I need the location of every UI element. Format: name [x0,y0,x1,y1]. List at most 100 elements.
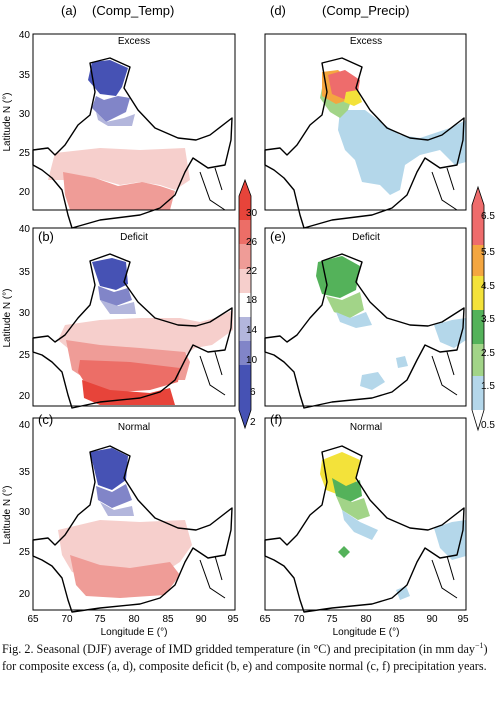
svg-text:35: 35 [19,70,31,81]
panel-a-label: (a) [61,3,77,18]
svg-text:85: 85 [393,614,405,625]
panel-a: (a) Excess 40 35 30 25 20 Latitude N (°) [2,3,236,229]
temperature-colorbar-ticks: 30 26 22 18 14 10 6 2 [246,208,258,428]
panel-e: (e) Deficit [264,227,467,409]
svg-text:30: 30 [19,507,31,518]
panel-f-india-outline [264,445,465,613]
temperature-colorbar-top-cap [239,180,251,196]
composite-figure: (Comp_Temp) (Comp_Precip) (a) Excess 40 … [2,3,495,638]
svg-text:30: 30 [246,208,258,219]
panel-d-india-outline [264,57,465,229]
precipitation-colorbar-top-cap [472,187,484,205]
panel-a-lat-ticks: 40 35 30 25 20 [19,30,31,198]
panel-d: (d) Excess [264,3,467,229]
svg-text:1.5: 1.5 [481,381,495,392]
panel-b-temperature-field [58,258,233,405]
svg-text:26: 26 [246,237,258,248]
precipitation-column-header: (Comp_Precip) [322,3,409,18]
panel-a-frame [32,33,236,211]
panel-c-lon-ticks: 65 70 75 80 85 90 95 [27,614,239,625]
svg-text:4.5: 4.5 [481,281,495,292]
temperature-colorbar-bottom-cap [239,410,251,428]
panel-e-title: Deficit [352,232,380,243]
caption-text-part1: Fig. 2. Seasonal (DJF) average of IMD gr… [2,642,475,656]
svg-text:6: 6 [250,387,256,398]
panel-d-label: (d) [270,3,286,18]
svg-text:65: 65 [27,614,39,625]
panel-a-temperature-field [48,60,190,210]
panel-e-frame [264,227,467,407]
panel-c: (c) Normal 40 35 30 25 20 Latitude N (°)… [2,412,239,638]
panel-a-india-outline [32,57,233,229]
panel-e-precipitation-field [316,256,466,390]
svg-text:65: 65 [259,614,271,625]
panel-c-x-label: Longitude E (°) [101,627,168,638]
panel-e-label: (e) [270,229,286,244]
panel-c-y-label: Latitude N (°) [2,485,13,544]
panel-c-title: Normal [118,422,150,433]
panel-c-india-outline [32,445,233,613]
svg-text:90: 90 [426,614,438,625]
temperature-column-header: (Comp_Temp) [92,3,174,18]
panel-f-lon-ticks: 65 70 75 80 85 90 95 [259,614,469,625]
svg-text:20: 20 [19,391,31,402]
svg-text:95: 95 [457,614,469,625]
caption-text-part2: ) for composite excess (a, d), composite… [2,642,488,673]
svg-text:95: 95 [227,614,239,625]
svg-text:35: 35 [19,267,31,278]
svg-text:5.5: 5.5 [481,247,495,258]
panel-b: (b) Deficit 40 35 30 25 20 Latitude N (°… [2,224,236,409]
panel-f: (f) Normal 65 70 75 80 85 90 95 Longitud… [259,412,469,638]
panel-c-temperature-field [58,448,192,598]
svg-text:30: 30 [19,109,31,120]
svg-text:85: 85 [162,614,174,625]
panel-b-india-outline [32,253,233,409]
temperature-colorbar: 30 26 22 18 14 10 6 2 [238,178,258,430]
panel-c-frame [32,417,236,611]
panel-d-frame [264,33,467,211]
svg-text:2.5: 2.5 [481,348,495,359]
panel-b-label: (b) [38,229,54,244]
svg-text:25: 25 [19,547,31,558]
svg-text:25: 25 [19,148,31,159]
panel-a-title: Excess [118,36,150,47]
panel-f-x-label: Longitude E (°) [333,627,400,638]
panel-c-label: (c) [38,412,53,427]
svg-text:20: 20 [19,589,31,600]
svg-text:22: 22 [246,266,258,277]
svg-text:0.5: 0.5 [481,420,495,431]
svg-text:90: 90 [195,614,207,625]
panel-a-y-label: Latitude N (°) [2,92,13,151]
panel-e-india-outline [264,253,465,409]
svg-text:70: 70 [293,614,305,625]
panel-d-precipitation-field [320,70,466,195]
svg-text:80: 80 [360,614,372,625]
svg-text:75: 75 [326,614,338,625]
svg-text:20: 20 [19,187,31,198]
svg-text:80: 80 [128,614,140,625]
precipitation-colorbar-ticks: 6.5 5.5 4.5 3.5 2.5 1.5 0.5 [481,211,495,431]
panel-f-title: Normal [350,422,382,433]
panel-f-frame [264,417,467,611]
panel-f-label: (f) [270,412,282,427]
svg-text:6.5: 6.5 [481,211,495,222]
svg-text:30: 30 [19,308,31,319]
panel-b-frame [32,227,236,407]
svg-text:70: 70 [61,614,73,625]
panel-f-precipitation-field [320,452,466,600]
precipitation-colorbar-bottom-cap [472,410,484,430]
svg-text:3.5: 3.5 [481,314,495,325]
svg-text:35: 35 [19,467,31,478]
svg-text:40: 40 [19,224,31,235]
caption-superscript: −1 [474,640,484,650]
panel-b-title: Deficit [120,232,148,243]
svg-text:10: 10 [246,355,258,366]
precipitation-colorbar: 6.5 5.5 4.5 3.5 2.5 1.5 0.5 [471,185,495,432]
panel-c-lat-ticks: 40 35 30 25 20 [19,420,31,600]
svg-text:40: 40 [19,30,31,41]
svg-text:40: 40 [19,420,31,431]
svg-text:18: 18 [246,295,258,306]
svg-text:25: 25 [19,350,31,361]
svg-text:75: 75 [94,614,106,625]
svg-text:2: 2 [250,417,256,428]
